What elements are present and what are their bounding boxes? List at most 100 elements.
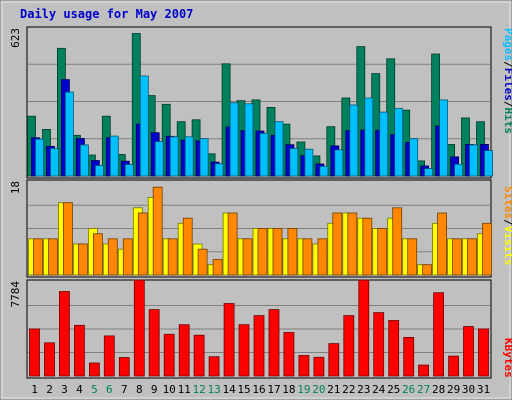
bar-pages-day-11	[184, 136, 194, 177]
bar-kbytes-day-4	[74, 324, 85, 377]
bar-pages-day-22	[349, 104, 359, 177]
day-label-6: 6	[106, 383, 113, 396]
bar-sites-day-3	[63, 202, 73, 276]
bar-sites-day-25	[392, 207, 403, 276]
bar-sites-day-29	[452, 238, 463, 276]
panel-kbytes: 7784 KBytes	[9, 279, 512, 379]
bar-pages-day-26	[409, 138, 419, 177]
bar-sites-day-26	[407, 238, 418, 276]
bar-kbytes-day-23	[358, 279, 370, 377]
bar-kbytes-day-8	[133, 279, 145, 377]
day-label-12: 12	[192, 383, 205, 396]
legend-kbytes: KBytes	[502, 338, 512, 378]
bar-pages-day-1	[35, 138, 44, 177]
day-label-25: 25	[387, 383, 400, 396]
bar-kbytes-day-15	[238, 324, 250, 377]
bar-sites-day-7	[122, 238, 133, 276]
day-label-10: 10	[163, 383, 176, 396]
bar-sites-day-10	[167, 238, 178, 276]
panel-visits-bars	[28, 186, 492, 276]
panel-visits-legend: Sites/Visits	[502, 186, 512, 266]
chart-title: Daily usage for May 2007	[20, 7, 193, 21]
bar-pages-day-19	[304, 148, 314, 177]
bar-kbytes-day-24	[373, 312, 385, 377]
panel-hits-axis-max: 623	[9, 28, 22, 48]
day-label-18: 18	[282, 383, 295, 396]
bar-pages-day-28	[439, 99, 449, 177]
bar-kbytes-day-13	[208, 356, 220, 377]
legend-hits: Hits	[502, 108, 512, 135]
panel-hits-bars	[27, 33, 493, 177]
day-label-1: 1	[31, 383, 38, 396]
bar-kbytes-day-27	[418, 364, 430, 377]
bar-kbytes-day-3	[59, 291, 70, 377]
bar-kbytes-day-7	[118, 357, 130, 377]
day-label-11: 11	[178, 383, 191, 396]
day-label-8: 8	[136, 383, 143, 396]
day-label-4: 4	[76, 383, 83, 396]
bar-sites-day-12	[197, 248, 208, 276]
bar-pages-day-15	[244, 103, 254, 177]
bar-pages-day-23	[364, 97, 374, 177]
legend-files: Files	[502, 68, 512, 101]
bar-kbytes-day-9	[148, 309, 160, 377]
bar-sites-day-30	[467, 238, 477, 276]
bar-pages-day-30	[469, 144, 478, 177]
bar-pages-day-12	[199, 138, 209, 177]
bar-kbytes-day-17	[268, 309, 280, 377]
bar-kbytes-day-6	[103, 335, 115, 377]
bar-sites-day-31	[482, 222, 492, 276]
legend-sep: /	[502, 61, 512, 68]
bar-sites-day-11	[182, 217, 193, 276]
bar-pages-day-31	[484, 150, 493, 177]
bar-sites-day-15	[242, 238, 253, 276]
panel-kbytes-bars	[29, 279, 489, 377]
day-label-28: 28	[432, 383, 445, 396]
bar-kbytes-day-1	[29, 328, 40, 377]
bar-kbytes-day-16	[253, 315, 265, 377]
legend-sep: /	[502, 219, 512, 226]
bar-pages-day-9	[154, 141, 164, 177]
day-label-31: 31	[477, 383, 490, 396]
bar-sites-day-27	[422, 264, 433, 276]
bar-pages-day-14	[229, 102, 239, 177]
bar-sites-day-21	[332, 212, 343, 276]
bar-sites-day-20	[317, 238, 328, 276]
bar-kbytes-day-29	[448, 355, 460, 377]
day-label-5: 5	[91, 383, 98, 396]
bar-sites-day-14	[227, 212, 238, 276]
day-label-16: 16	[252, 383, 265, 396]
legend-pages: Pages	[502, 28, 512, 61]
bar-sites-day-23	[362, 217, 373, 276]
x-axis-day-labels: 1 2 3 4 5 6 7 8 9 10 11 12 13 14 15 16 17 18 19 20 21 22 23 24 2…	[31, 383, 490, 396]
day-label-13: 13	[207, 383, 220, 396]
bar-kbytes-day-2	[44, 342, 55, 377]
bar-pages-day-5	[95, 165, 104, 177]
day-label-2: 2	[46, 383, 53, 396]
bar-sites-day-19	[302, 238, 313, 276]
day-label-23: 23	[357, 383, 370, 396]
day-label-21: 21	[327, 383, 340, 396]
bar-kbytes-day-10	[163, 333, 175, 377]
bar-sites-day-9	[152, 186, 163, 276]
bar-sites-day-1	[33, 238, 43, 276]
bar-sites-day-18	[287, 228, 298, 276]
day-label-15: 15	[237, 383, 250, 396]
bar-sites-day-5	[93, 233, 103, 276]
bar-pages-day-13	[214, 163, 224, 177]
bar-kbytes-day-20	[313, 356, 325, 377]
bar-pages-day-8	[139, 75, 149, 177]
bar-sites-day-13	[212, 259, 223, 276]
bar-pages-day-2	[50, 148, 59, 177]
legend-sep: /	[502, 101, 512, 108]
bar-pages-day-20	[319, 165, 329, 177]
day-label-29: 29	[447, 383, 460, 396]
bar-kbytes-day-26	[403, 336, 415, 377]
day-label-20: 20	[312, 383, 325, 396]
bar-sites-day-28	[437, 212, 448, 276]
bar-sites-day-2	[48, 238, 58, 276]
bar-kbytes-day-19	[298, 355, 310, 377]
day-label-22: 22	[342, 383, 355, 396]
bar-kbytes-day-22	[343, 315, 355, 377]
